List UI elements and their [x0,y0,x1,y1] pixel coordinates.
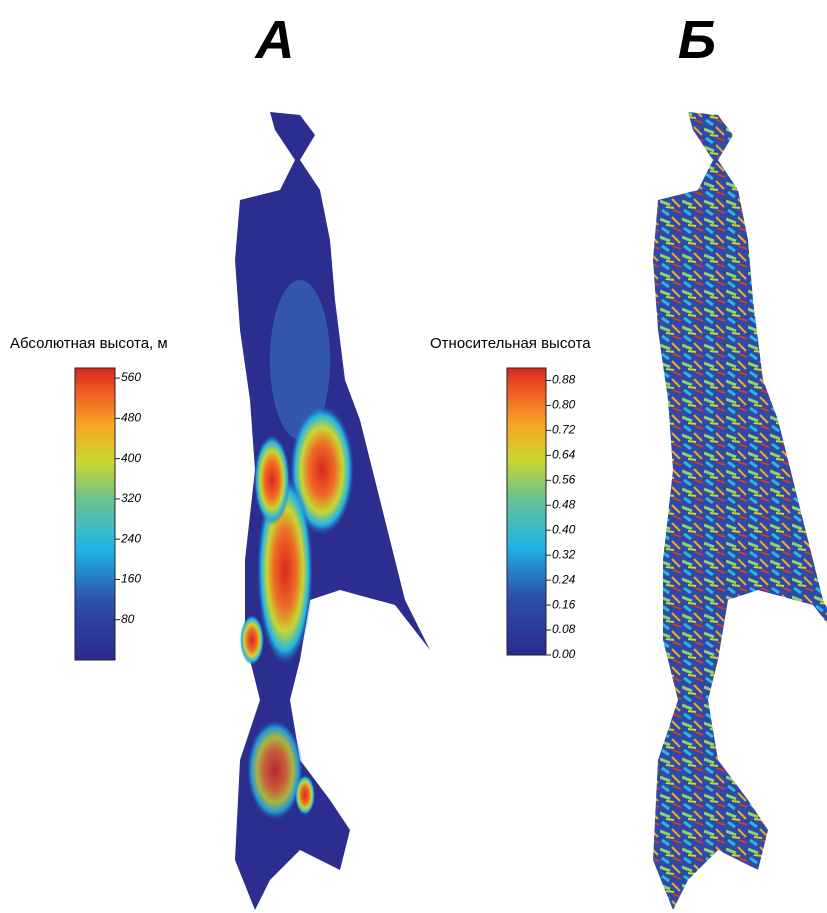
tick-label: 0.72 [552,423,576,437]
tick-label: 480 [121,411,141,425]
map-absolute [235,112,430,910]
tick-label: 400 [121,451,141,465]
tick-label: 0.88 [552,373,576,387]
colorbar [75,368,115,660]
tick-label: 320 [121,491,141,505]
tick-label: 240 [120,531,141,545]
tick-label: 0.80 [552,398,576,412]
colorbar [507,368,546,655]
tick-label: 80 [121,612,135,626]
tick-label: 0.40 [552,522,576,536]
tick-label: 0.24 [552,572,576,586]
tick-label: 0.64 [552,448,576,462]
tick-label: 160 [121,572,141,586]
legend-title: Абсолютная высота, м [10,335,168,352]
figure: А Б Абсолютная высота, м Относительная в… [0,0,827,913]
tick-label: 0.48 [552,497,576,511]
panel-label: Б [678,10,716,70]
tick-label: 0.56 [552,472,576,486]
tick-label: 0.32 [552,547,576,561]
map-relative [653,112,827,910]
panel-label: А [254,10,295,70]
tick-label: 0.08 [552,622,576,636]
legend-title: Относительная высота [430,335,591,352]
tick-label: 0.16 [552,597,576,611]
tick-label: 0.00 [552,647,576,661]
tick-label: 560 [121,370,141,384]
